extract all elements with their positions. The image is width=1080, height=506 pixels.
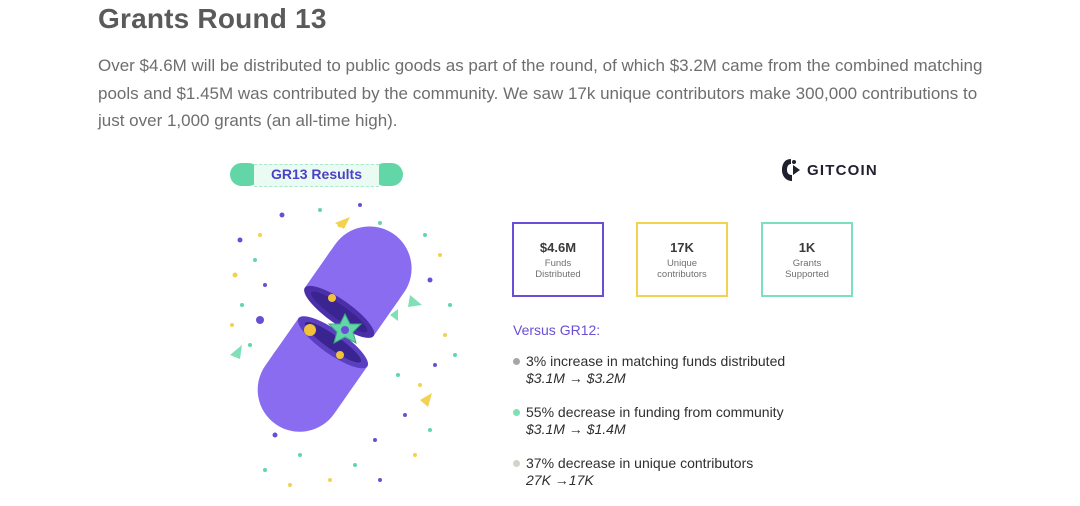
gitcoin-logo-icon — [782, 159, 800, 181]
change-text: 37% decrease in unique contributors — [526, 455, 754, 471]
gitcoin-logo-text: GITCOIN — [807, 161, 878, 179]
badge-right-cap — [373, 163, 403, 186]
change-item-matching-funds: 3% increase in matching funds distribute… — [513, 353, 785, 387]
confetti — [230, 203, 457, 487]
versus-heading: Versus GR12: — [513, 322, 601, 338]
stat-value: 1K — [798, 240, 816, 255]
capsule-illustration — [230, 203, 457, 487]
change-detail: $3.1M → $3.2M — [526, 370, 626, 386]
stat-label-line1: Grants — [792, 258, 822, 269]
stat-value: 17K — [670, 240, 694, 255]
bullet-dot — [513, 460, 520, 467]
section-title: Grants Round 13 — [98, 3, 327, 34]
change-detail: 27K →17K — [526, 472, 594, 488]
bullet-dot — [513, 409, 520, 416]
intro-paragraph: Over $4.6M will be distributed to public… — [98, 56, 983, 130]
stat-label-line2: Distributed — [535, 269, 581, 280]
badge-banner — [254, 164, 379, 187]
stat-value: $4.6M — [539, 240, 577, 255]
change-item-community-funding: 55% decrease in funding from community $… — [513, 404, 784, 438]
gitcoin-logo: GITCOIN — [780, 155, 878, 185]
stat-funds-distributed: $4.6M Funds Distributed — [512, 222, 604, 297]
results-badge: GR13 Results — [230, 163, 403, 187]
change-item-unique-contributors: 37% decrease in unique contributors 27K … — [513, 455, 753, 489]
badge-label: GR13 Results — [270, 166, 363, 182]
badge-left-cap — [230, 163, 260, 186]
stat-label-line2: Supported — [785, 269, 829, 280]
change-text: 55% decrease in funding from community — [526, 404, 784, 420]
bullet-dot — [513, 358, 520, 365]
stat-unique-contributors: 17K Unique contributors — [636, 222, 728, 297]
change-text: 3% increase in matching funds distribute… — [526, 353, 786, 369]
stat-grants-supported: 1K Grants Supported — [761, 222, 853, 297]
stat-label-line1: Funds — [544, 258, 572, 269]
change-detail: $3.1M → $1.4M — [526, 421, 626, 437]
stat-label-line2: contributors — [657, 269, 707, 280]
capsule-top — [304, 226, 412, 338]
stat-label-line1: Unique — [666, 258, 698, 269]
star-icon — [327, 312, 363, 345]
